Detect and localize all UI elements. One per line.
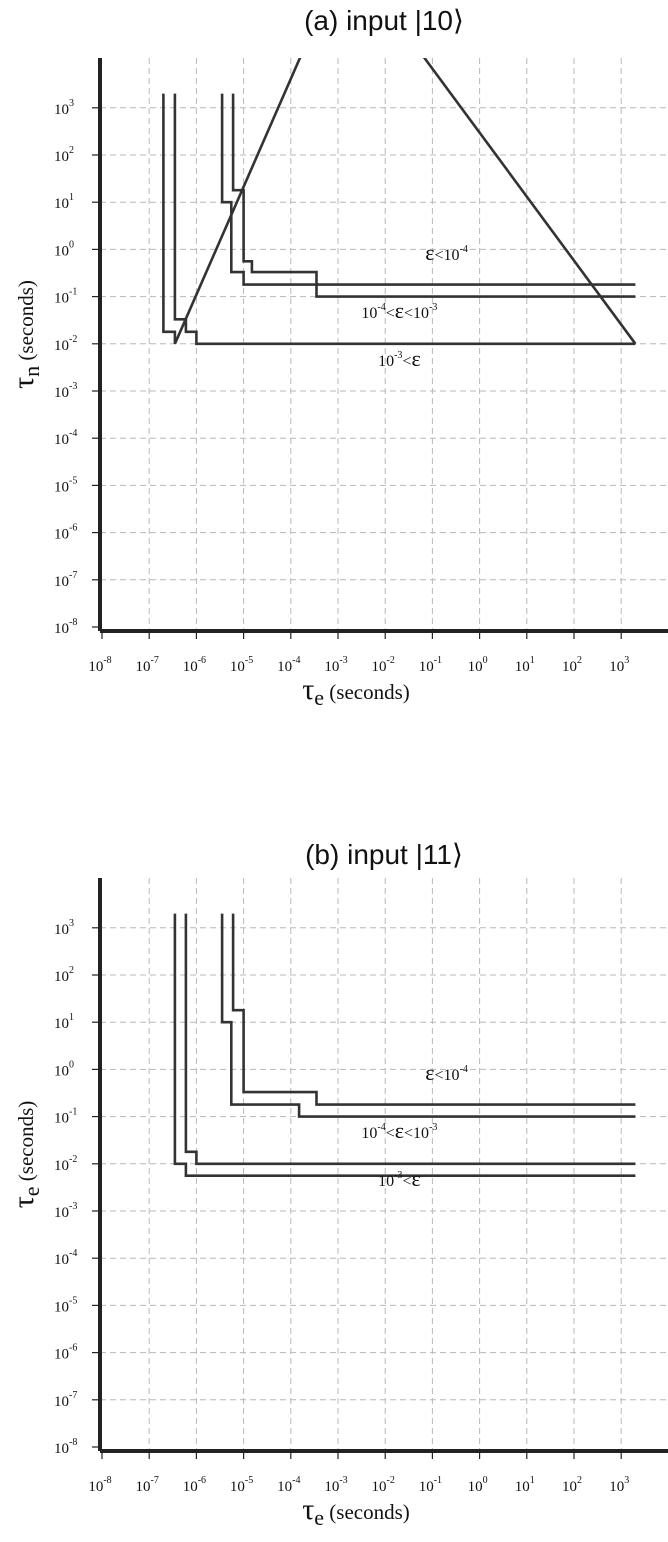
y-tick-label: 100 [54,239,74,259]
y-tick-label: 10-3 [54,381,77,401]
y-tick-label: 10-6 [54,1343,77,1363]
x-tick-label: 10-8 [88,655,111,675]
threshold-annotation-1: ε<10-4 [425,1060,468,1085]
y-axis-label: τe (seconds) [7,1101,44,1209]
x-tick-label: 10-3 [324,655,347,675]
series-line-1 [162,58,637,345]
chart-title: (b) input |11⟩ [305,839,463,870]
chart-title: (a) input |10⟩ [304,5,464,36]
x-tick-label: 103 [609,655,629,675]
chart-panel-2: 10-8 10-7 10-6 10-5 10-4 10-3 10-2 10-1 100 101 10… [7,839,668,1530]
y-tick-label: 10-5 [54,1295,77,1315]
x-tick-label: 10-6 [183,1475,206,1495]
series-group [162,58,637,346]
y-tick-label: 10-4 [54,428,77,448]
x-tick-label: 10-1 [419,655,442,675]
y-tick-label: 10-2 [54,334,77,354]
y-tick-label: 10-5 [54,475,77,495]
chart-panel-1: 10-8 10-7 10-6 10-5 10-4 10-3 10-2 10-1 100 101 10… [7,5,668,710]
series-line-4 [231,93,636,286]
x-tick-label: 10-8 [88,1475,111,1495]
y-axis-label: τn (seconds) [7,280,44,389]
y-tick-label: 102 [54,145,74,165]
y-tick-label: 10-3 [54,1201,77,1221]
y-tick-label: 10-8 [54,1437,77,1457]
x-tick-label: 10-4 [277,655,300,675]
x-tick-label: 10-7 [136,1475,159,1495]
x-tick-label: 10-3 [324,1475,347,1495]
x-tick-label: 10-4 [277,1475,300,1495]
x-tick-label: 10-6 [183,655,206,675]
x-tick-label: 10-5 [230,655,253,675]
x-axis-label: τe (seconds) [302,1493,410,1530]
y-tick-label: 10-6 [54,523,77,543]
series-line-2 [184,913,636,1166]
series-line-3 [220,913,636,1118]
series-line-2 [173,93,636,346]
y-tick-label: 10-1 [54,1107,77,1127]
x-tick-label: 100 [468,655,488,675]
x-tick-label: 102 [562,1475,582,1495]
threshold-annotation-2: 10-4<ε<10-3 [361,1118,437,1143]
series-line-3 [220,93,636,298]
x-tick-label: 103 [609,1475,629,1495]
series-line-4 [231,913,636,1106]
x-tick-label: 10-2 [372,655,395,675]
y-tick-label: 10-8 [54,617,77,637]
threshold-annotation-2: 10-4<ε<10-3 [361,298,437,323]
x-tick-label: 101 [515,655,535,675]
x-tick-label: 10-1 [419,1475,442,1495]
x-tick-label: 100 [468,1475,488,1495]
y-tick-label: 101 [54,192,74,212]
threshold-annotation-3: 10-3<ε [378,1166,421,1191]
y-tick-label: 100 [54,1059,74,1079]
x-tick-label: 10-2 [372,1475,395,1495]
x-tick-label: 10-7 [136,655,159,675]
y-tick-label: 10-2 [54,1154,77,1174]
y-tick-label: 101 [54,1012,74,1032]
y-tick-label: 102 [54,965,74,985]
y-tick-label: 10-7 [54,570,77,590]
series-line-1 [173,913,636,1177]
x-axis-label: τe (seconds) [302,673,410,710]
threshold-annotation-1: ε<10-4 [425,240,468,265]
y-tick-label: 10-1 [54,287,77,307]
y-tick-label: 103 [54,918,74,938]
x-tick-label: 10-5 [230,1475,253,1495]
series-group [173,913,636,1177]
threshold-annotation-3: 10-3<ε [378,346,421,371]
y-tick-label: 103 [54,98,74,118]
y-tick-label: 10-4 [54,1248,77,1268]
x-tick-label: 101 [515,1475,535,1495]
y-tick-label: 10-7 [54,1390,77,1410]
x-tick-label: 102 [562,655,582,675]
